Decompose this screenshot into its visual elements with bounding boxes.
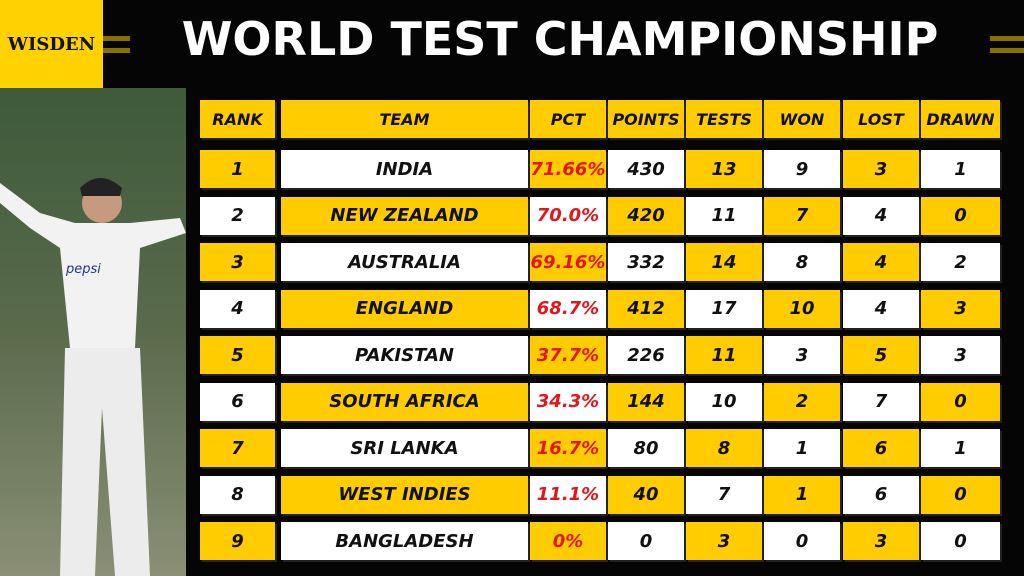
table-cell: 80 <box>608 429 684 467</box>
table-cell: 13 <box>686 150 762 188</box>
table-cell: 4 <box>843 289 919 328</box>
table-cell: 3 <box>200 243 275 281</box>
column-header: DRAWN <box>921 100 1000 138</box>
table-cell: 226 <box>608 336 684 374</box>
table-cell: 1 <box>764 475 840 514</box>
table-cell: 7 <box>764 196 840 235</box>
table-cell: 16.7% <box>530 429 606 467</box>
table-cell: 1 <box>921 150 1000 188</box>
column-header: RANK <box>200 100 275 138</box>
table-cell: 4 <box>843 196 919 235</box>
table-cell: 7 <box>200 429 275 467</box>
column-header: PCT <box>530 100 606 138</box>
table-cell: 34.3% <box>530 382 606 421</box>
table-cell: 11.1% <box>530 475 606 514</box>
table-cell: 9 <box>764 150 840 188</box>
table-cell: 0 <box>921 382 1000 421</box>
table-cell: 332 <box>608 243 684 281</box>
table-cell: 6 <box>200 382 275 421</box>
svg-text:pepsi: pepsi <box>65 262 101 277</box>
table-cell: 412 <box>608 289 684 328</box>
column-header: LOST <box>843 100 919 138</box>
table-cell: 3 <box>921 289 1000 328</box>
table-cell: 68.7% <box>530 289 606 328</box>
table-cell: 1 <box>921 429 1000 467</box>
table-cell: 11 <box>686 196 762 235</box>
table-cell: 1 <box>200 150 275 188</box>
table-cell: NEW ZEALAND <box>281 196 528 235</box>
table-cell: 14 <box>686 243 762 281</box>
table-cell: 7 <box>843 382 919 421</box>
table-cell: 8 <box>686 429 762 467</box>
table-cell: 69.16% <box>530 243 606 281</box>
table-cell: 0 <box>921 475 1000 514</box>
table-cell: 420 <box>608 196 684 235</box>
table-cell: SRI LANKA <box>281 429 528 467</box>
table-cell: 8 <box>764 243 840 281</box>
table-cell: 430 <box>608 150 684 188</box>
table-cell: 5 <box>200 336 275 374</box>
table-cell: 71.66% <box>530 150 606 188</box>
table-cell: 8 <box>200 475 275 514</box>
table-cell: 3 <box>843 522 919 560</box>
table-cell: 2 <box>921 243 1000 281</box>
table-cell: INDIA <box>281 150 528 188</box>
table-cell: 0 <box>921 522 1000 560</box>
table-cell: ENGLAND <box>281 289 528 328</box>
table-cell: 1 <box>764 429 840 467</box>
table-cell: 3 <box>921 336 1000 374</box>
table-cell: 40 <box>608 475 684 514</box>
table-cell: BANGLADESH <box>281 522 528 560</box>
table-cell: 2 <box>200 196 275 235</box>
column-header: TESTS <box>686 100 762 138</box>
table-cell: AUSTRALIA <box>281 243 528 281</box>
table-cell: 10 <box>764 289 840 328</box>
table-cell: 9 <box>200 522 275 560</box>
table-cell: 17 <box>686 289 762 328</box>
column-header: TEAM <box>281 100 528 138</box>
brand-logo: WISDEN <box>0 0 103 88</box>
table-cell: SOUTH AFRICA <box>281 382 528 421</box>
table-cell: 0 <box>764 522 840 560</box>
table-cell: 3 <box>764 336 840 374</box>
table-cell: 0 <box>921 196 1000 235</box>
table-cell: 6 <box>843 429 919 467</box>
table-cell: 70.0% <box>530 196 606 235</box>
table-cell: 37.7% <box>530 336 606 374</box>
table-cell: 4 <box>200 289 275 328</box>
column-header: WON <box>764 100 840 138</box>
table-cell: 5 <box>843 336 919 374</box>
column-header: POINTS <box>608 100 684 138</box>
table-cell: 4 <box>843 243 919 281</box>
table-cell: 2 <box>764 382 840 421</box>
table-cell: 10 <box>686 382 762 421</box>
table-cell: PAKISTAN <box>281 336 528 374</box>
table-cell: 11 <box>686 336 762 374</box>
player-photo: pepsi <box>0 88 186 576</box>
table-cell: 7 <box>686 475 762 514</box>
table-cell: 3 <box>843 150 919 188</box>
table-cell: 6 <box>843 475 919 514</box>
table-cell: WEST INDIES <box>281 475 528 514</box>
table-cell: 0% <box>530 522 606 560</box>
table-cell: 0 <box>608 522 684 560</box>
table-cell: 144 <box>608 382 684 421</box>
table-cell: 3 <box>686 522 762 560</box>
title: WORLD TEST CHAMPIONSHIP <box>130 12 990 66</box>
